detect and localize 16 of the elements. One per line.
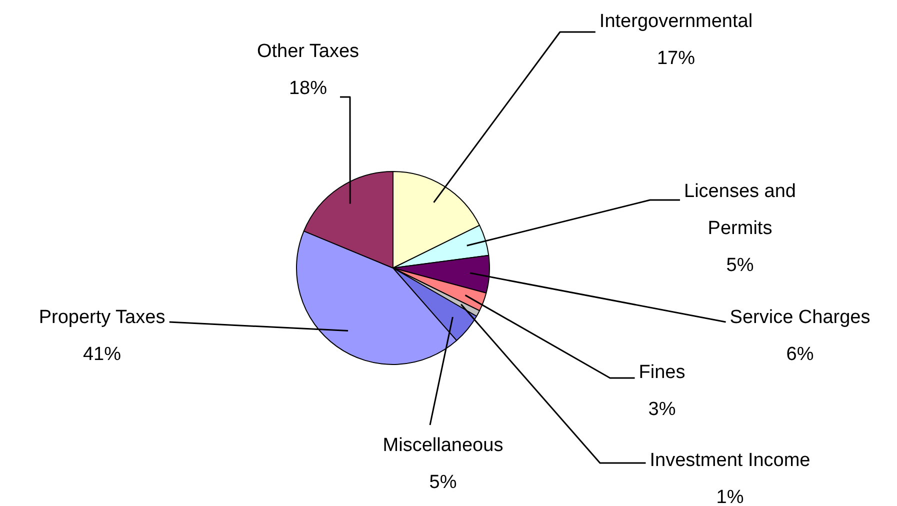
slice-label: Property Taxes [38, 307, 166, 328]
data-label: 6% [786, 344, 814, 366]
slice-label: Fines [638, 362, 686, 384]
data-label: 1% [716, 487, 744, 506]
data-label: 5% [726, 255, 754, 276]
slice-label: Investment Income [650, 450, 810, 472]
slice-label: Intergovernmental [599, 11, 753, 32]
data-label: 17% [656, 48, 696, 70]
data-label: 41% [82, 344, 122, 366]
slice-label: Miscellaneous [382, 435, 504, 456]
data-label: 5% [429, 472, 457, 494]
slice-label: Service Charges [730, 307, 870, 328]
slice-label: Licenses and Permits [684, 181, 796, 240]
data-label: 3% [648, 399, 676, 420]
slice-label: Other Taxes [256, 41, 360, 62]
data-label: 18% [288, 78, 328, 100]
